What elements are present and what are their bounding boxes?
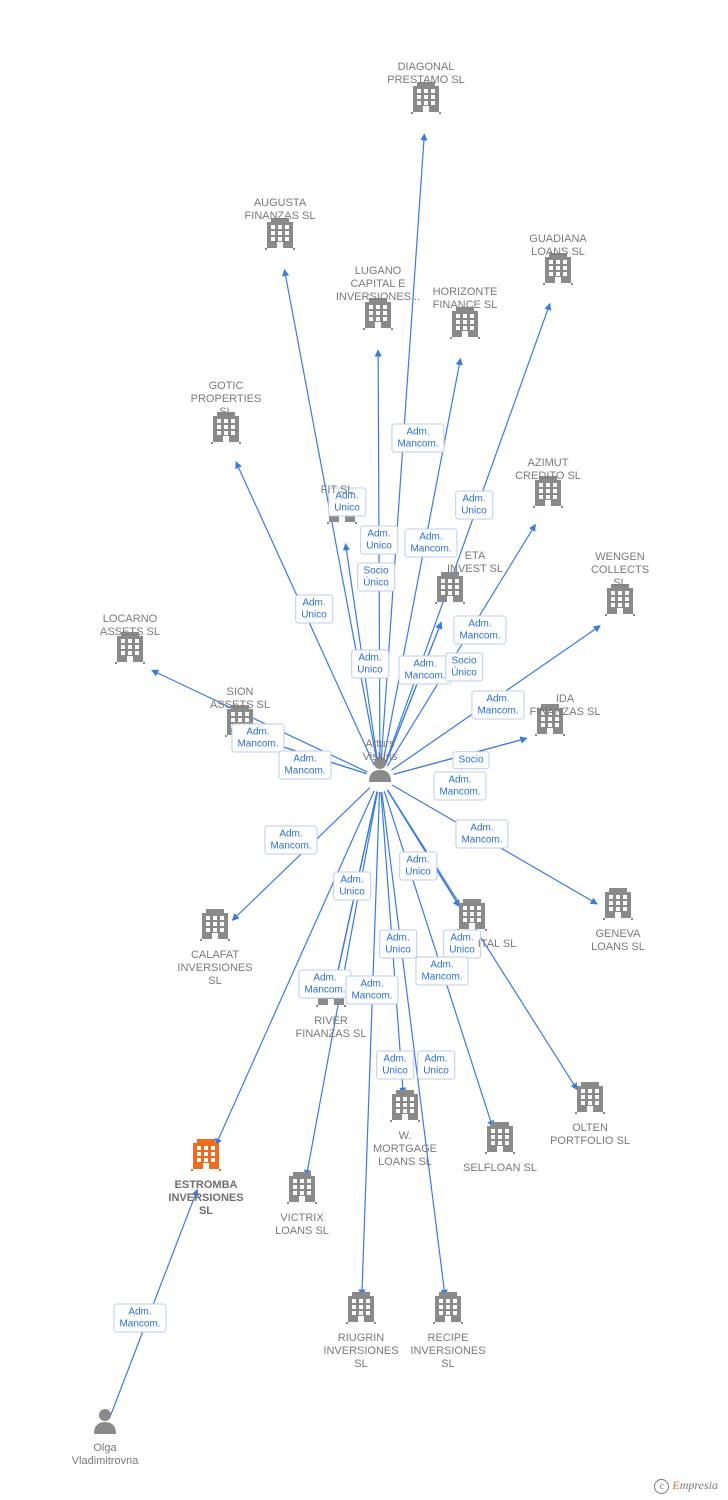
- company-node-icon[interactable]: [363, 298, 393, 330]
- edge: [385, 304, 550, 765]
- company-node-icon[interactable]: [433, 1292, 463, 1324]
- company-node-icon[interactable]: [327, 492, 357, 524]
- edge: [381, 134, 424, 764]
- company-node-icon[interactable]: [346, 1292, 376, 1324]
- company-node-icon[interactable]: [265, 218, 295, 250]
- company-node-icon[interactable]: [457, 899, 487, 931]
- edge: [216, 791, 374, 1145]
- person-node-icon[interactable]: [94, 1409, 116, 1434]
- edge: [387, 790, 577, 1090]
- company-node-icon[interactable]: [316, 975, 346, 1007]
- edge: [232, 788, 370, 921]
- company-node-icon[interactable]: [287, 1172, 317, 1204]
- company-node-icon[interactable]: [533, 476, 563, 508]
- edge: [110, 1189, 197, 1417]
- company-node-icon[interactable]: [535, 704, 565, 736]
- company-node-icon[interactable]: [390, 1090, 420, 1122]
- graph-canvas: [0, 0, 728, 1500]
- edge: [387, 524, 535, 766]
- edge: [378, 350, 380, 764]
- edge: [384, 791, 492, 1127]
- company-node-icon[interactable]: [575, 1082, 605, 1114]
- edge: [385, 622, 441, 765]
- edge: [336, 792, 377, 980]
- edge: [362, 792, 380, 1296]
- company-node-icon[interactable]: [211, 412, 241, 444]
- company-node-icon[interactable]: [200, 909, 230, 941]
- company-node-icon[interactable]: [603, 888, 633, 920]
- company-node-icon[interactable]: [225, 705, 255, 737]
- company-node-icon[interactable]: [605, 584, 635, 616]
- edge: [394, 738, 527, 774]
- edge: [152, 670, 368, 772]
- company-node-icon[interactable]: [191, 1139, 221, 1171]
- company-node-icon[interactable]: [485, 1122, 515, 1154]
- edge: [392, 626, 601, 770]
- company-node-icon[interactable]: [411, 82, 441, 114]
- edge: [392, 785, 597, 904]
- copyright: cEEmpresiampresia: [654, 1478, 718, 1494]
- company-node-icon[interactable]: [450, 307, 480, 339]
- company-node-icon[interactable]: [115, 632, 145, 664]
- company-node-icon[interactable]: [543, 253, 573, 285]
- edge: [345, 544, 377, 764]
- company-node-icon[interactable]: [435, 572, 465, 604]
- edge: [381, 792, 403, 1094]
- edge: [263, 740, 367, 773]
